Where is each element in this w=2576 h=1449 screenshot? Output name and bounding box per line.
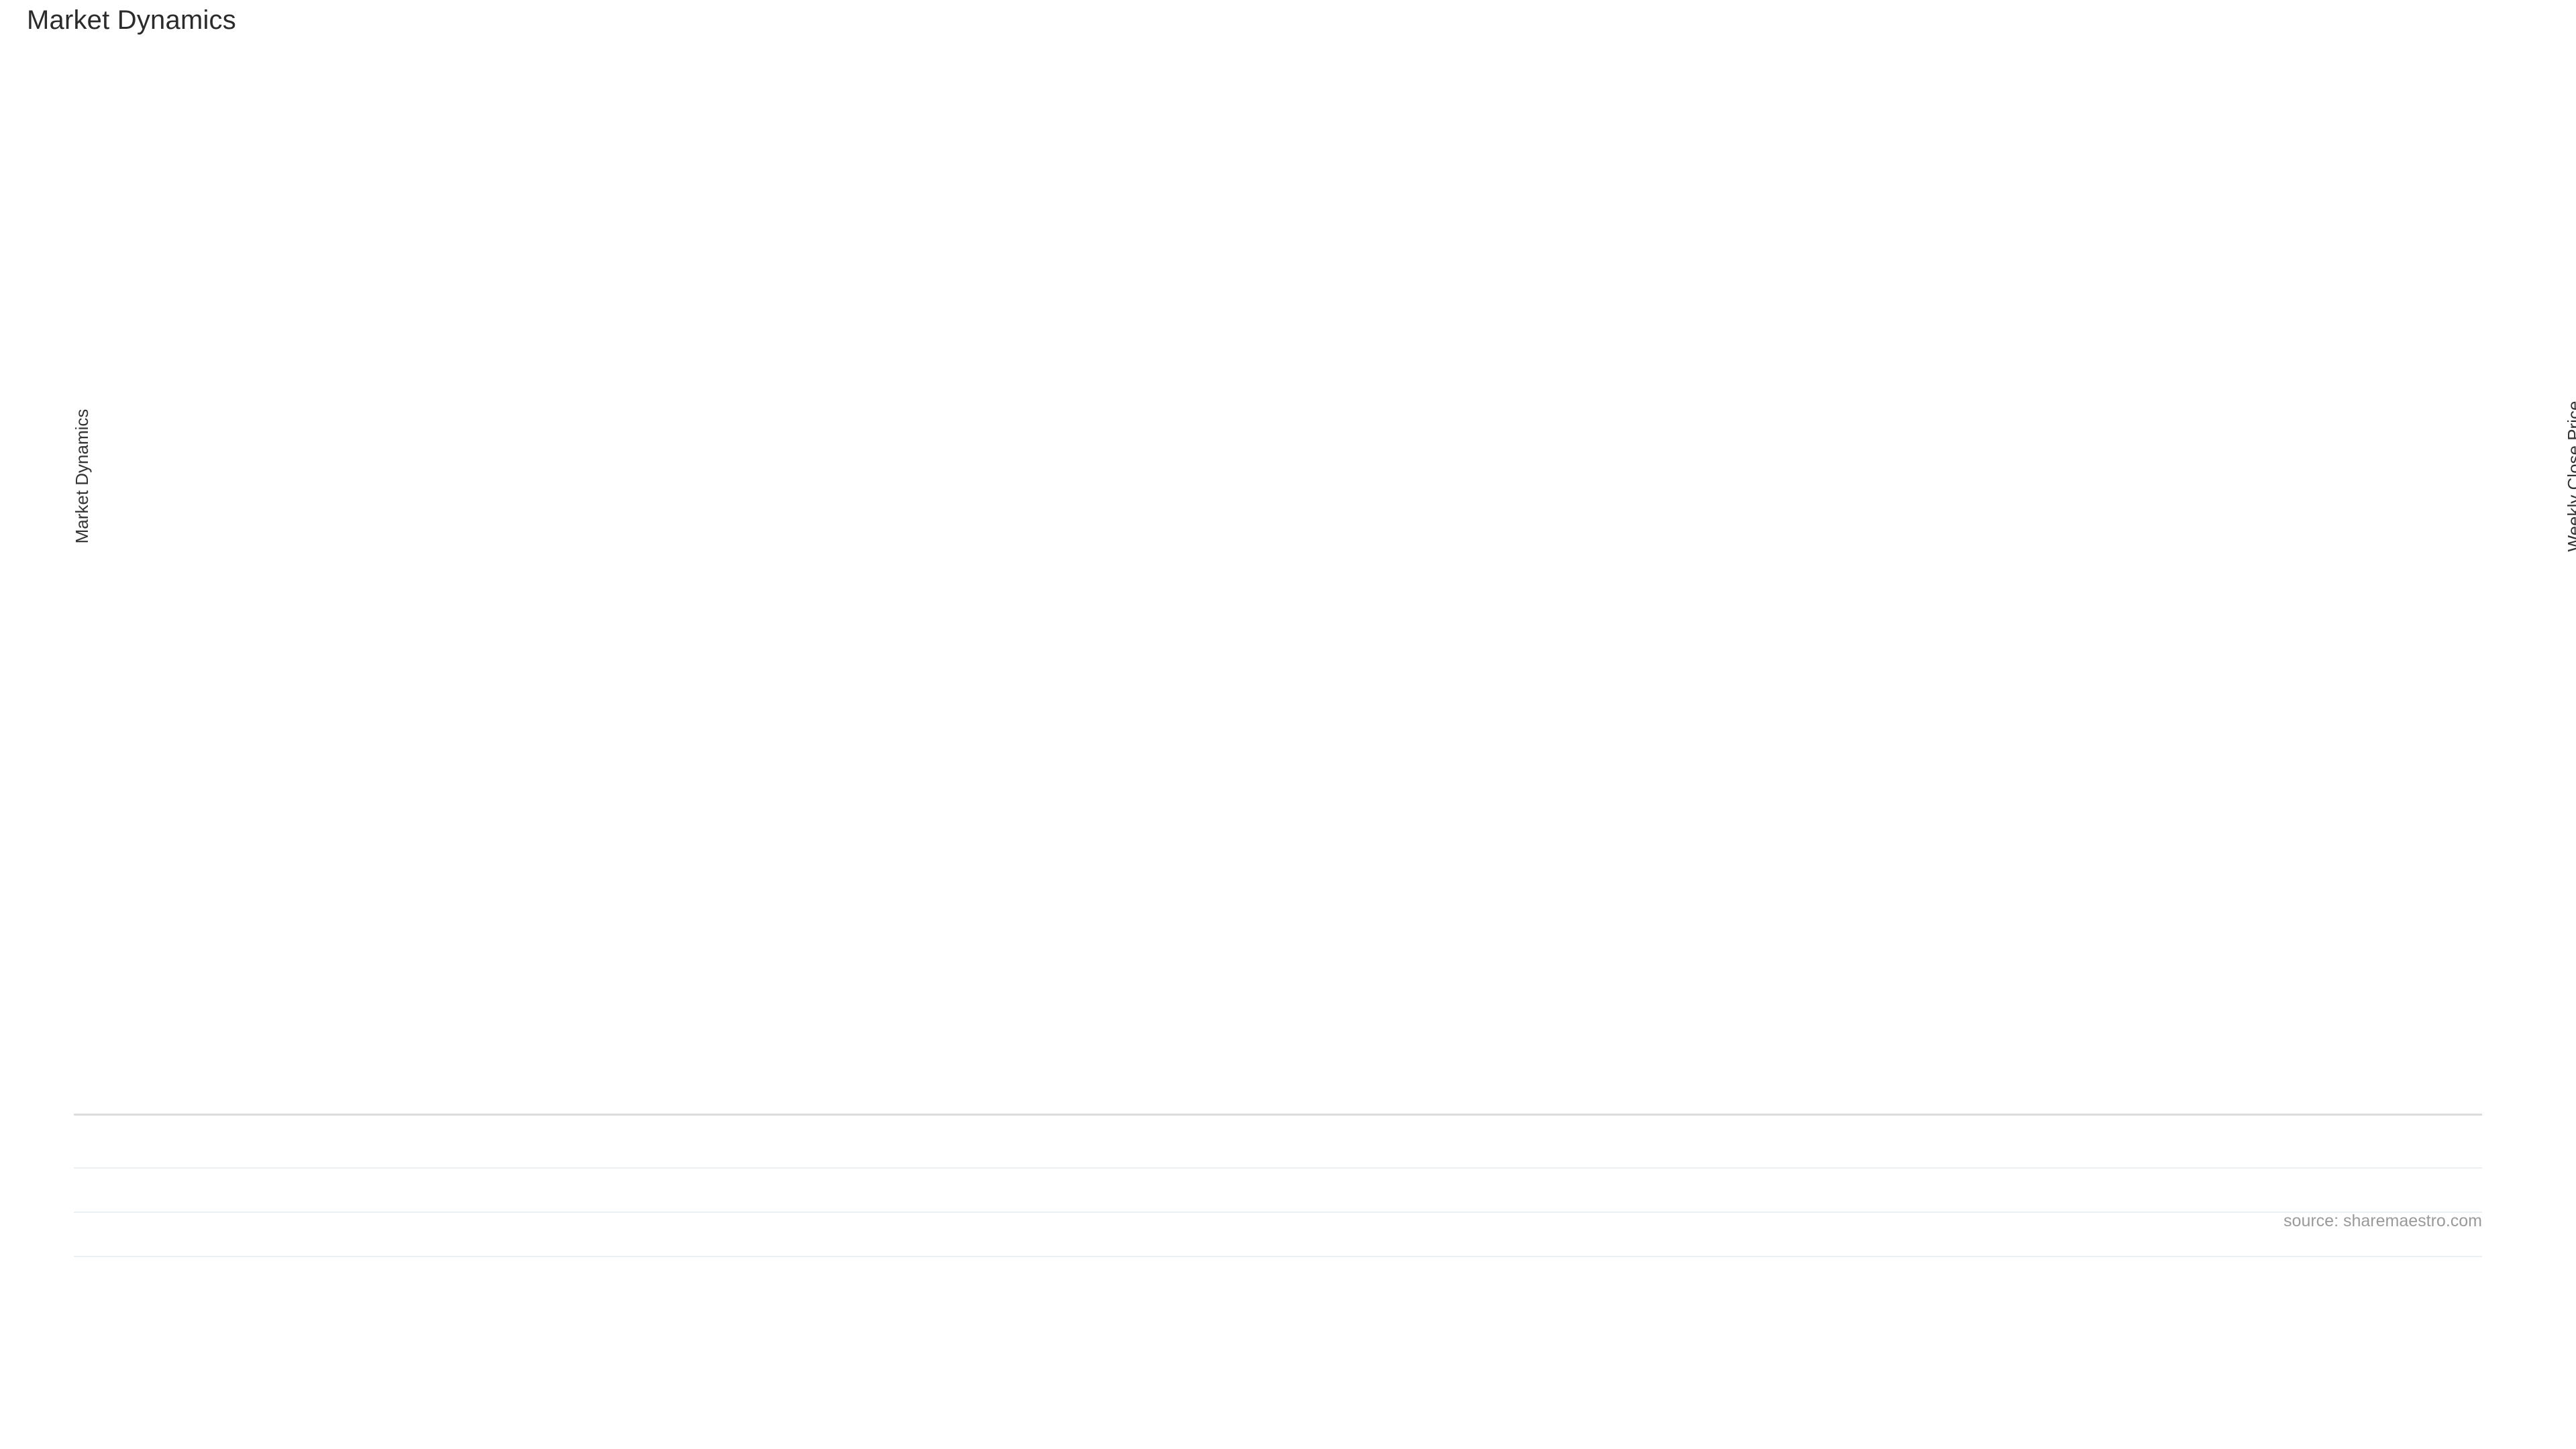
axis-rule-bottom [74, 1256, 2482, 1257]
flip-zero-line [74, 1114, 2482, 1116]
flip-marker-panel [74, 1073, 2482, 1154]
source-credit: source: sharemaestro.com [2284, 1212, 2482, 1230]
right-axis-label: Weekly Close Price [2564, 400, 2576, 552]
regime-heatmap-strip [74, 939, 2482, 1040]
main-chart-panel: Market Dynamics Weekly Close Price [72, 40, 2576, 912]
page-title: Market Dynamics [27, 5, 236, 35]
x-axis-panel: source: sharemaestro.com [74, 1167, 2482, 1288]
plot-area [74, 40, 2482, 912]
axis-rule-top [74, 1167, 2482, 1169]
axis-rule-mid [74, 1212, 2482, 1213]
